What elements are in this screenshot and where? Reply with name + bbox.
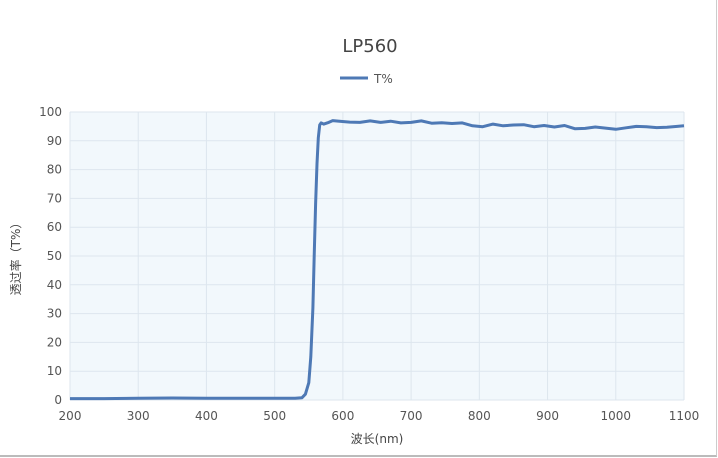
y-tick-label: 50 [47,249,62,263]
y-tick-label: 30 [47,307,62,321]
series-line-t-percent [70,119,685,401]
x-tick-label: 600 [331,409,354,423]
legend-label: T% [373,72,393,86]
x-tick-label: 500 [263,409,286,423]
y-tick-label: 20 [47,335,62,349]
y-tick-label: 0 [54,393,62,407]
y-tick-label: 90 [47,134,62,148]
y-tick-label: 100 [39,105,62,119]
x-tick-label: 900 [536,409,559,423]
x-tick-label: 800 [468,409,491,423]
chart-title: LP560 [342,36,397,57]
y-tick-label: 40 [47,278,62,292]
x-tick-label: 1000 [601,409,632,423]
x-tick-label: 200 [59,409,82,423]
y-tick-label: 70 [47,191,62,205]
y-tick-label: 60 [47,220,62,234]
x-tick-label: 700 [400,409,423,423]
x-tick-label: 400 [195,409,218,423]
y-axis-label: 透过率（T%） [8,217,23,296]
x-tick-label: 1100 [669,409,700,423]
x-tick-label: 300 [127,409,150,423]
y-tick-label: 10 [47,364,62,378]
y-tick-label: 80 [47,163,62,177]
x-axis-label: 波长(nm) [351,432,404,446]
legend[interactable]: T% [340,72,393,86]
